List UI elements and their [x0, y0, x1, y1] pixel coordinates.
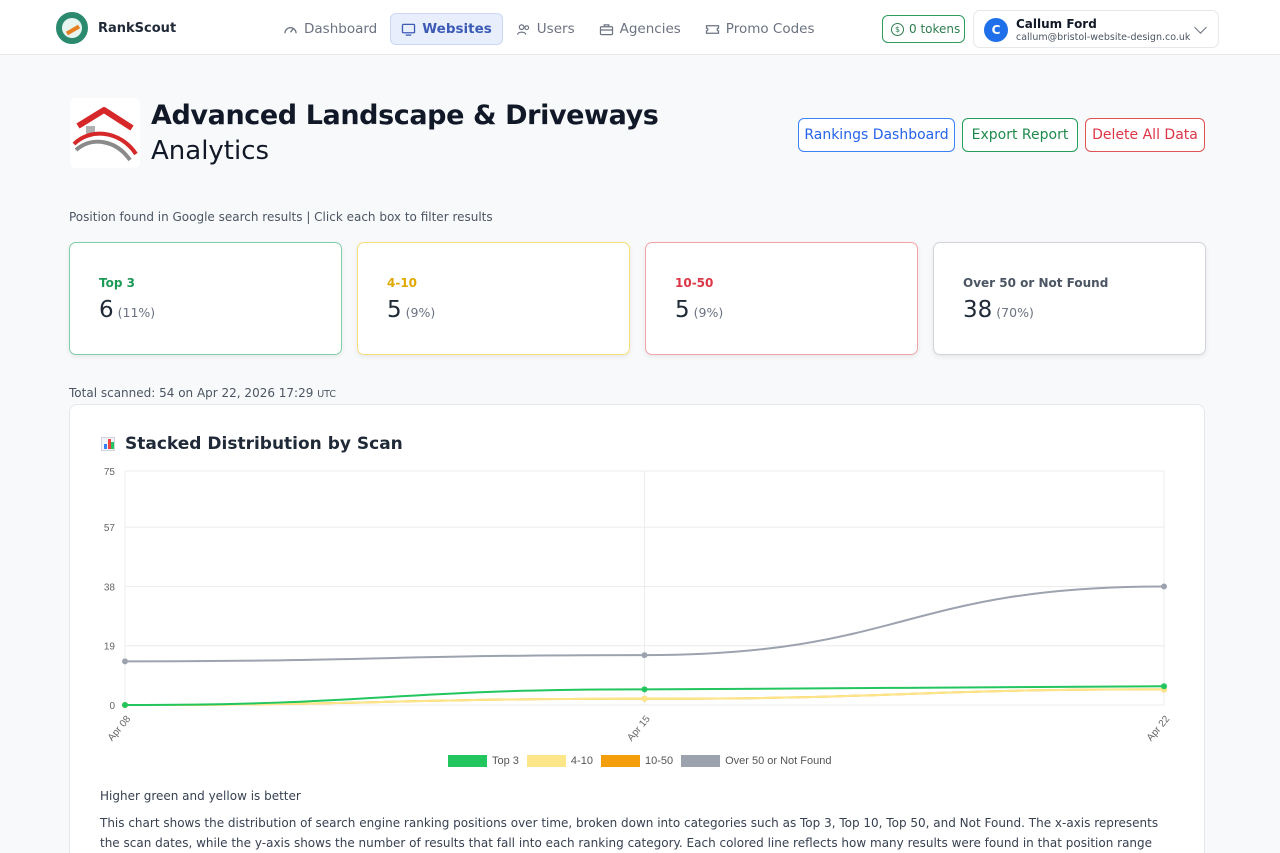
card-value-wrap: 5 (9%) — [387, 297, 435, 323]
legend-label: Top 3 — [492, 755, 519, 767]
card-value-wrap: 5 (9%) — [675, 297, 723, 323]
card-label: Over 50 or Not Found — [963, 276, 1109, 290]
nav-agencies[interactable]: Agencies — [588, 13, 692, 45]
brand-name: RankScout — [98, 20, 177, 36]
legend-item-4-10[interactable]: 4-10 — [526, 755, 593, 767]
card-label: Top 3 — [99, 276, 135, 290]
chart-description: This chart shows the distribution of sea… — [100, 816, 1159, 850]
ticket-icon — [705, 24, 719, 34]
y-tick-label: 57 — [104, 523, 116, 534]
chart-panel: 0 19 38 57 75 Apr 08 Apr 15 Apr 22 Stacked Dist… — [69, 404, 1205, 853]
delete-all-data-button[interactable]: Delete All Data — [1085, 118, 1205, 152]
chart-note: Higher green and yellow is better — [100, 789, 301, 803]
card-top-3[interactable]: Top 3 6 (11%) — [69, 242, 342, 355]
legend-swatch — [448, 755, 487, 767]
nav-dashboard-label: Dashboard — [304, 21, 378, 37]
nav-promo-codes[interactable]: Promo Codes — [694, 13, 826, 45]
chevron-down-icon — [1194, 21, 1207, 34]
card-label: 4-10 — [387, 276, 418, 290]
card-percent: (11%) — [117, 305, 156, 320]
nav-promo-codes-label: Promo Codes — [725, 21, 815, 37]
card-label: 10-50 — [675, 276, 714, 290]
x-tick-label: Apr 15 — [625, 714, 653, 744]
card-value: 6 — [99, 297, 114, 323]
rankings-dashboard-button[interactable]: Rankings Dashboard — [798, 118, 955, 152]
legend-label: 10-50 — [644, 755, 674, 767]
monitor-icon — [402, 23, 416, 36]
data-point — [122, 702, 128, 708]
card-value-wrap: 6 (11%) — [99, 297, 155, 323]
total-scanned-text: Total scanned: 54 on Apr 22, 2026 17:29 — [69, 386, 314, 400]
y-tick-label: 38 — [104, 582, 116, 593]
tokens-label: 0 tokens — [909, 22, 961, 36]
card-value-wrap: 38 (70%) — [963, 297, 1034, 323]
nav-websites-label: Websites — [422, 21, 492, 37]
main-nav: Dashboard Websites Users Agencies Promo … — [272, 13, 828, 45]
bar-chart-icon — [101, 437, 115, 451]
card-value: 5 — [387, 297, 402, 323]
legend-swatch — [600, 755, 640, 767]
brand-logo-icon — [56, 12, 88, 44]
coin-icon: $ — [891, 22, 904, 36]
data-point — [122, 658, 128, 665]
legend-label: Over 50 or Not Found — [725, 755, 832, 767]
nav-agencies-label: Agencies — [619, 21, 681, 37]
gauge-icon — [284, 26, 297, 33]
user-name: Callum Ford — [1016, 17, 1097, 31]
website-logo — [70, 98, 140, 168]
card-percent: (9%) — [693, 305, 724, 320]
nav-websites[interactable]: Websites — [390, 13, 503, 45]
x-tick-label: Apr 08 — [106, 714, 134, 744]
x-tick-label: Apr 22 — [1145, 714, 1173, 744]
data-point — [641, 652, 648, 659]
user-email: callum@bristol-website-design.co.uk — [1016, 32, 1191, 43]
house-logo-icon — [72, 107, 138, 162]
user-menu[interactable]: C Callum Ford callum@bristol-website-des… — [973, 10, 1219, 48]
card-4-10[interactable]: 4-10 5 (9%) — [357, 242, 630, 355]
card-value: 38 — [963, 297, 993, 323]
nav-users[interactable]: Users — [505, 13, 586, 45]
y-tick-label: 0 — [109, 701, 115, 712]
tokens-badge[interactable]: $ 0 tokens — [882, 15, 965, 43]
data-point — [1161, 583, 1167, 590]
chart-legend: Top 3 4-10 10-50 Over 50 or Not Found — [448, 755, 839, 767]
card-value: 5 — [675, 297, 690, 323]
legend-item-top3[interactable]: Top 3 — [448, 755, 519, 767]
y-tick-label: 75 — [104, 467, 116, 478]
distribution-chart: 0 19 38 57 75 Apr 08 Apr 15 Apr 22 — [104, 467, 1173, 744]
nav-dashboard[interactable]: Dashboard — [272, 13, 388, 45]
page-title: Advanced Landscape & Driveways — [151, 100, 659, 131]
legend-label: 4-10 — [570, 755, 593, 767]
brand[interactable]: RankScout — [56, 12, 176, 44]
card-percent: (9%) — [405, 305, 436, 320]
data-point — [641, 686, 648, 693]
chart-title: Stacked Distribution by Scan — [101, 434, 403, 454]
export-report-button[interactable]: Export Report — [962, 118, 1078, 152]
card-over-50[interactable]: Over 50 or Not Found 38 (70%) — [933, 242, 1206, 355]
briefcase-icon — [599, 23, 613, 35]
legend-item-over-50[interactable]: Over 50 or Not Found — [681, 755, 831, 767]
users-icon — [516, 23, 529, 35]
top-navbar: RankScout Dashboard Websites Users Agenc… — [0, 0, 1280, 55]
avatar: C — [984, 18, 1008, 42]
chart-title-text: Stacked Distribution by Scan — [125, 434, 403, 454]
legend-item-10-50[interactable]: 10-50 — [600, 755, 674, 767]
filter-hint: Position found in Google search results … — [69, 210, 493, 224]
timezone-label: UTC — [317, 389, 337, 400]
y-tick-label: 19 — [104, 642, 116, 653]
legend-swatch — [526, 755, 566, 767]
total-scanned: Total scanned: 54 on Apr 22, 2026 17:29 … — [69, 386, 336, 400]
data-point — [641, 695, 648, 702]
card-percent: (70%) — [996, 305, 1034, 320]
page-subtitle: Analytics — [151, 136, 270, 166]
nav-users-label: Users — [536, 21, 575, 37]
legend-swatch — [681, 755, 721, 767]
card-10-50[interactable]: 10-50 5 (9%) — [645, 242, 918, 355]
data-point — [1161, 683, 1167, 690]
